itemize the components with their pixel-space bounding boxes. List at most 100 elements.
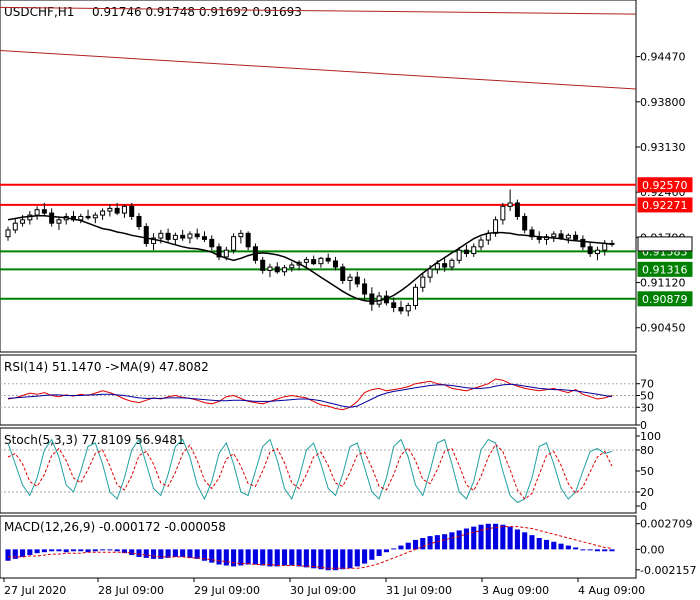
macd-bar: [100, 549, 106, 551]
candle: [456, 246, 462, 264]
macd-bar: [332, 549, 339, 571]
macd-bar: [12, 549, 18, 559]
macd-bar: [252, 549, 258, 565]
macd-bar: [587, 549, 593, 551]
macd-bar: [267, 549, 273, 567]
ma-path: [7, 215, 613, 303]
macd-bar: [318, 549, 324, 570]
candle: [303, 256, 309, 268]
candle-body-up: [12, 222, 18, 231]
candle-body-up: [565, 234, 571, 239]
candle-body-down: [41, 209, 47, 214]
macd-tick-label: 0.00: [640, 543, 665, 556]
macd-signal-line: [8, 526, 613, 569]
level-box-bg: [637, 197, 693, 213]
macd-plot: 0.002709 0.00 -0.002157: [5, 518, 696, 577]
candle-body-up: [121, 205, 127, 214]
macd-bar: [594, 549, 600, 552]
level-box-bg: [637, 236, 693, 252]
level-label-box: 0.91316: [637, 261, 693, 277]
macd-bar: [449, 532, 455, 550]
candle-body-up: [420, 276, 426, 288]
macd-bar: [580, 549, 586, 551]
candle-body-down: [398, 307, 404, 312]
time-axis: 27 Jul 2020 28 Jul 09:00 29 Jul 09:00 30 Ju…: [3, 578, 645, 597]
macd-bar: [442, 534, 448, 550]
candle-body-down: [274, 266, 280, 273]
macd-bar: [463, 528, 470, 550]
candle-body-up: [456, 249, 462, 261]
macd-bar: [325, 549, 331, 571]
candle: [594, 246, 600, 261]
macd-bar: [369, 549, 375, 560]
osc-tick-label: 80: [640, 444, 654, 457]
macd-bar: [412, 539, 419, 550]
symbol-label: USDCHF,H1: [4, 5, 74, 19]
candle-body-down: [354, 276, 360, 285]
macd-bar: [187, 549, 193, 558]
macd-bar: [573, 547, 579, 550]
candle-body-up: [78, 215, 84, 221]
candle-body-up: [92, 214, 98, 219]
macd-bar: [165, 549, 171, 558]
osc-tick-label: 50: [640, 390, 654, 403]
candle: [565, 233, 571, 244]
candle-body-down: [201, 236, 207, 240]
candle: [27, 211, 33, 225]
candle-body-up: [449, 259, 455, 268]
candle-body-down: [463, 249, 469, 255]
candle: [318, 256, 324, 268]
price-tick-label: 0.91120: [640, 277, 686, 290]
candle-body-up: [602, 242, 608, 251]
macd-bar: [405, 542, 411, 550]
macd-bar: [180, 549, 186, 557]
candle-body-up: [27, 214, 33, 221]
macd-bar: [340, 549, 346, 570]
macd-bar: [296, 549, 302, 567]
candle-body-up: [158, 232, 164, 239]
macd-bar: [514, 529, 520, 550]
candle-body-up: [187, 233, 193, 239]
candle: [362, 278, 368, 301]
candle-body-up: [238, 232, 244, 238]
candle: [107, 204, 113, 217]
candle: [289, 262, 295, 272]
candle: [143, 223, 149, 247]
candle-body-up: [434, 263, 440, 270]
candle: [92, 212, 98, 224]
candle: [216, 243, 222, 261]
candle: [5, 226, 11, 241]
candle-body-up: [223, 249, 229, 258]
level-box-text: 0.91693: [642, 238, 688, 251]
candle-body-down: [442, 263, 448, 268]
macd-bar: [493, 523, 499, 550]
candle: [56, 216, 62, 230]
time-tick-label: 4 Aug 09:00: [578, 584, 645, 597]
candle: [442, 256, 448, 272]
macd-bar: [172, 549, 178, 557]
candle-body-down: [180, 234, 186, 239]
candle-body-down: [136, 215, 142, 228]
candle: [507, 189, 513, 212]
macd-bar: [347, 549, 353, 569]
candle-body-down: [362, 283, 368, 295]
candle-body-down: [209, 238, 215, 248]
candle: [493, 216, 499, 237]
candle-body-down: [391, 302, 397, 309]
candle: [136, 213, 142, 230]
candle-body-down: [332, 260, 338, 268]
candle: [187, 231, 193, 244]
candle-body-up: [318, 257, 324, 265]
level-box-bg: [637, 177, 693, 193]
macd-bar: [85, 549, 91, 553]
macd-bar: [107, 549, 113, 551]
macd-bar: [456, 530, 462, 550]
macd-bar: [427, 536, 433, 550]
candle: [245, 231, 251, 251]
macd-bar: [114, 549, 120, 552]
candle: [231, 233, 237, 254]
candle: [209, 235, 215, 251]
macd-bar: [63, 549, 69, 553]
level-box-text: 0.92271: [642, 199, 688, 212]
macd-bar: [158, 549, 164, 559]
